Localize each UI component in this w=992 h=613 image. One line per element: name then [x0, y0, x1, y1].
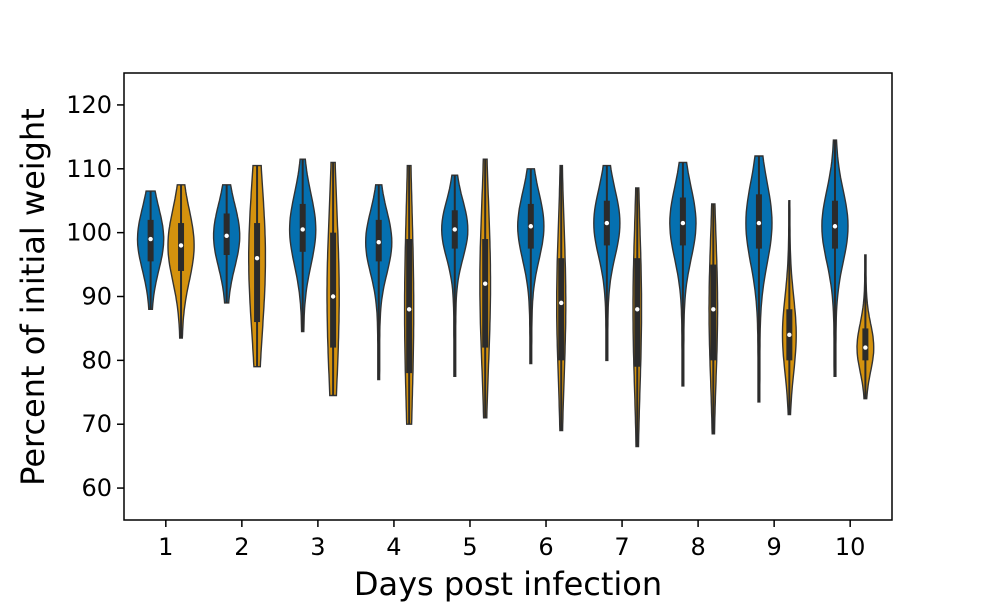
y-tick-label: 90 — [81, 283, 112, 311]
violin-median — [300, 227, 305, 232]
violin-iqr-box — [406, 239, 413, 374]
violin-iqr-box — [482, 239, 489, 348]
x-tick-label: 3 — [310, 533, 325, 561]
violin-median — [148, 236, 153, 242]
y-tick-label: 80 — [81, 346, 112, 374]
violin-median — [178, 243, 184, 248]
x-tick-label: 2 — [234, 533, 249, 561]
violin-iqr-box — [862, 328, 869, 361]
x-tick-label: 6 — [538, 533, 553, 561]
violin-iqr-box — [254, 223, 261, 323]
violin-median — [330, 294, 336, 299]
violin-median — [787, 332, 792, 338]
y-tick-label: 100 — [66, 219, 112, 247]
violin-median — [711, 307, 716, 312]
y-tick-label: 120 — [66, 91, 112, 119]
y-tick-label: 110 — [66, 155, 112, 183]
violin-median — [528, 224, 534, 229]
y-axis-label: Percent of initial weight — [14, 108, 52, 486]
violin-median — [254, 255, 260, 261]
y-tick-label: 70 — [81, 410, 112, 438]
x-axis-label: Days post infection — [354, 565, 662, 603]
x-tick-label: 9 — [766, 533, 781, 561]
violin-median — [680, 220, 686, 226]
x-tick-label: 10 — [835, 533, 866, 561]
violin-median — [635, 307, 640, 312]
plot-frame — [123, 72, 893, 521]
violin-median — [604, 220, 610, 226]
y-tick-label: 60 — [81, 474, 112, 502]
violin-median — [406, 307, 412, 312]
x-tick-label: 8 — [690, 533, 705, 561]
x-tick-label: 7 — [614, 533, 629, 561]
violin-median — [832, 224, 838, 229]
violin-median — [452, 227, 457, 232]
violin-iqr-box — [710, 264, 717, 361]
plot-area — [136, 139, 875, 448]
violin-iqr-box — [330, 232, 337, 348]
violin-median — [482, 281, 488, 286]
x-tick-label: 4 — [386, 533, 401, 561]
y-axis: 60 70 80 90 100 110 120 — [66, 91, 124, 502]
violin-median — [756, 220, 762, 226]
violin-median — [376, 240, 381, 245]
violin-median — [559, 300, 564, 306]
violin-iqr-box — [558, 258, 565, 361]
x-axis: 1 2 3 4 5 6 7 8 9 10 — [158, 520, 865, 561]
violin-median — [224, 233, 229, 239]
x-tick-label: 1 — [158, 533, 173, 561]
violin-iqr-box — [634, 258, 641, 367]
x-tick-label: 5 — [462, 533, 477, 561]
violin-median — [863, 345, 868, 350]
